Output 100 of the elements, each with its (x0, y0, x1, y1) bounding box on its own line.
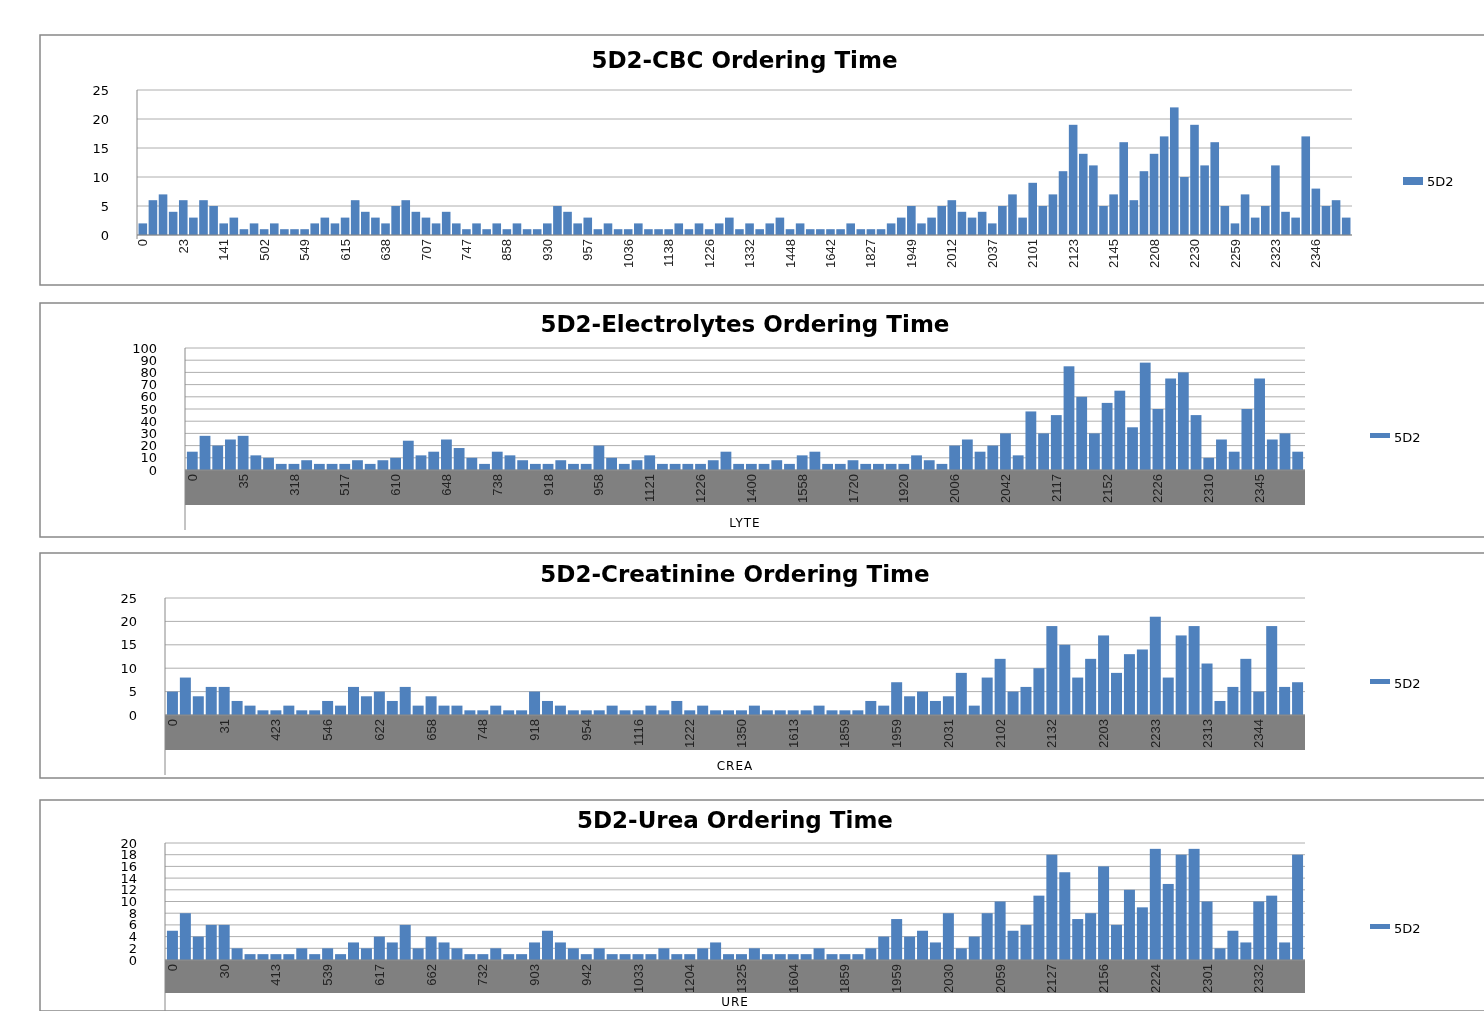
y-tick-label: 5 (128, 684, 137, 700)
bar (1253, 901, 1265, 960)
bar (1311, 188, 1321, 235)
bar (1190, 415, 1202, 470)
bar (186, 451, 198, 470)
bar (865, 948, 877, 960)
bar (1292, 682, 1304, 715)
x-tick-label: 2310 (1201, 474, 1217, 503)
bar (1203, 457, 1215, 470)
x-tick-label: 35 (235, 474, 251, 489)
x-tick-label: 732 (475, 964, 491, 986)
bar (1046, 626, 1058, 715)
bar (1068, 124, 1078, 235)
x-tick-label: 918 (527, 719, 543, 741)
x-tick-label: 942 (578, 964, 594, 986)
bar (205, 924, 217, 960)
x-tick-label: 2127 (1044, 964, 1060, 993)
x-tick-label: 1720 (845, 474, 861, 503)
x-tick-label: 748 (475, 719, 491, 741)
bar (1331, 200, 1341, 235)
bar (1254, 378, 1265, 470)
bar (348, 686, 359, 715)
x-tick-label: 2208 (1146, 239, 1162, 268)
x-tick-label: 622 (371, 719, 387, 741)
bar (1038, 433, 1049, 470)
legend-label: 5D2 (1394, 920, 1421, 936)
bar (891, 919, 903, 960)
bar (1321, 206, 1331, 235)
bar (352, 460, 363, 470)
bar (1038, 206, 1048, 235)
x-tick-label: 0 (135, 239, 151, 247)
bar (399, 686, 411, 715)
x-tick-label: 546 (320, 719, 336, 741)
bar (771, 460, 783, 470)
x-tick-label: 2156 (1096, 964, 1112, 993)
x-tick-label: 1827 (863, 239, 879, 268)
x-tick-label: 1859 (837, 719, 853, 748)
bar (1139, 362, 1151, 470)
x-tick-label: 957 (580, 239, 596, 261)
bar (231, 700, 243, 715)
x-tick-label: 1400 (743, 474, 759, 503)
bar (428, 451, 440, 470)
bar (1266, 439, 1278, 470)
bar (955, 672, 967, 715)
bar (192, 936, 204, 960)
x-axis-title: URE (721, 995, 749, 1009)
bar (490, 948, 502, 960)
x-tick-label: 954 (578, 719, 594, 741)
bar (218, 924, 230, 960)
y-tick-label: 5 (100, 198, 109, 214)
bar (1063, 366, 1075, 470)
bar (567, 948, 579, 960)
bar (1072, 919, 1084, 960)
bar (981, 913, 993, 960)
x-tick-label: 1959 (889, 964, 905, 993)
bar (373, 936, 385, 960)
bar (529, 942, 541, 960)
chart-title: 5D2-Urea Ordering Time (577, 807, 893, 833)
bar (929, 942, 941, 960)
x-tick-label: 2259 (1227, 239, 1243, 268)
x-tick-label: 1920 (896, 474, 912, 503)
x-tick-label: 1121 (642, 474, 658, 502)
bar (1220, 206, 1230, 235)
bar (697, 948, 709, 960)
x-tick-label: 610 (388, 474, 404, 496)
x-tick-label: 707 (418, 239, 434, 261)
x-tick-label: 1859 (837, 964, 853, 993)
bar (1139, 171, 1149, 235)
bar (386, 700, 398, 715)
bar (1292, 451, 1304, 470)
bar (1279, 942, 1291, 960)
bar (1072, 677, 1084, 715)
bar (541, 930, 553, 960)
x-tick-label: 2117 (1048, 474, 1064, 502)
bar (878, 936, 890, 960)
x-tick-label: 0 (184, 474, 200, 482)
bar (441, 439, 452, 470)
x-tick-label: 617 (371, 964, 387, 986)
x-tick-label: 517 (337, 474, 353, 496)
bar (1098, 635, 1110, 715)
bar (671, 700, 683, 715)
bar (1048, 194, 1058, 235)
bar (1175, 854, 1187, 960)
x-tick-label: 1949 (903, 239, 919, 268)
x-axis-title: CREA (716, 759, 754, 773)
bar (1159, 136, 1169, 235)
bar (412, 948, 424, 960)
legend-label: 5D2 (1394, 429, 1421, 445)
bar (148, 200, 158, 235)
x-tick-label: 662 (423, 964, 439, 986)
legend-label: 5D2 (1394, 675, 1421, 691)
bar (192, 696, 204, 715)
bar (390, 457, 401, 470)
bar (1046, 854, 1058, 960)
x-tick-label: 2132 (1044, 719, 1060, 748)
bar (1240, 194, 1250, 235)
x-tick-label: 1558 (794, 474, 810, 503)
y-tick-label: 10 (120, 660, 137, 676)
x-tick-label: 1959 (889, 719, 905, 748)
bar (1058, 171, 1068, 235)
